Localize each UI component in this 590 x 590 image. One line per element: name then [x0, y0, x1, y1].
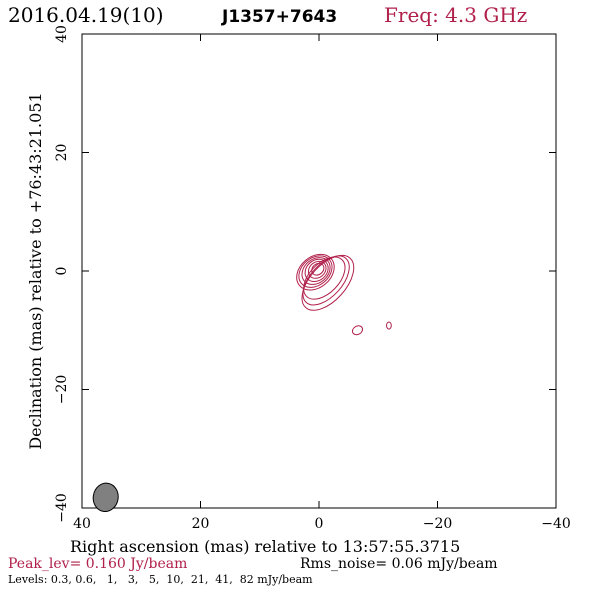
y-tick-label: 0: [54, 267, 70, 276]
x-tick-label: −40: [541, 516, 571, 532]
contour: [351, 325, 364, 336]
y-tick-label: 20: [54, 144, 70, 162]
y-tick-label: −20: [54, 375, 70, 405]
contour: [302, 255, 350, 306]
y-axis-label: Declination (mas) relative to +76:43:21.…: [26, 92, 45, 449]
source-name: J1357+7643: [221, 7, 337, 27]
beam-ellipse: [92, 482, 119, 513]
contour-levels: Levels: 0.3, 0.6, 1, 3, 5, 10, 21, 41, 8…: [8, 573, 313, 586]
contour: [304, 258, 329, 283]
contour: [386, 321, 392, 330]
y-tick-label: 40: [54, 25, 70, 43]
rms-noise: Rms_noise= 0.06 mJy/beam: [300, 556, 498, 572]
x-axis-label: Right ascension (mas) relative to 13:57:…: [70, 537, 460, 556]
beam: [92, 482, 119, 513]
x-tick-label: 0: [315, 516, 324, 532]
axis-ticks: 40 20 0 −20 −40 −40 −20 0 20 40: [54, 25, 571, 532]
x-tick-label: −20: [423, 516, 453, 532]
contour: [301, 257, 331, 285]
frequency-label: Freq: 4.3 GHz: [384, 3, 527, 27]
plot-frame: [81, 33, 557, 509]
contour-lines: [296, 253, 392, 336]
contour: [301, 254, 355, 311]
x-tick-label: 20: [192, 516, 210, 532]
contour: [298, 255, 333, 288]
x-tick-label: 40: [73, 516, 91, 532]
observation-date: 2016.04.19(10): [8, 3, 164, 27]
y-tick-label: −40: [54, 493, 70, 523]
contour: [303, 256, 346, 300]
peak-level: Peak_lev= 0.160 Jy/beam: [8, 556, 187, 572]
contour: [296, 253, 335, 291]
